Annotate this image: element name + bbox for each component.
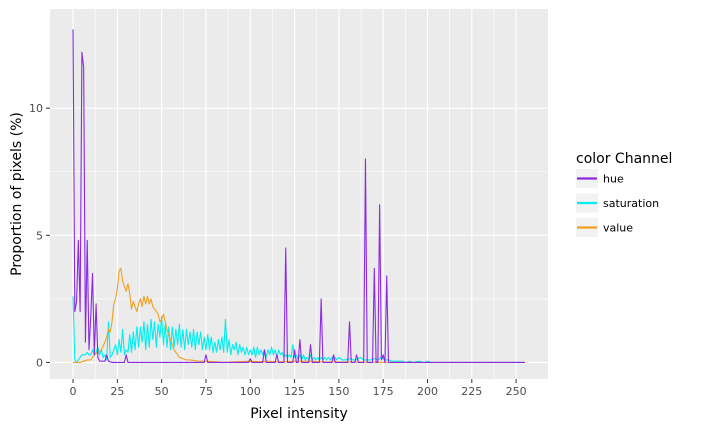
y-tick-label: 5 [36,229,43,242]
x-tick-label: 250 [506,385,527,398]
legend-label-hue: hue [603,173,624,186]
x-tick-label: 200 [417,385,438,398]
y-tick-label: 0 [36,356,43,369]
y-axis-ticks: 0 5 10 [29,102,50,369]
x-tick-label: 75 [199,385,213,398]
x-axis-ticks: 0 25 50 75 100 125 150 175 200 225 250 [70,379,527,398]
x-tick-label: 0 [70,385,77,398]
legend-title: color Channel [576,151,672,167]
legend-label-value: value [603,222,633,235]
x-tick-label: 225 [461,385,482,398]
x-tick-label: 175 [373,385,394,398]
series-lines [72,29,525,364]
x-tick-label: 25 [110,385,124,398]
legend-items: hue saturation value [576,169,659,237]
x-tick-label: 100 [240,385,261,398]
x-tick-label: 125 [284,385,305,398]
y-axis-label: Proportion of pixels (%) [9,112,25,276]
legend-label-saturation: saturation [603,197,659,210]
legend: color Channel hue saturation value [576,151,672,237]
x-tick-label: 150 [328,385,349,398]
series-line-hue [72,29,525,364]
minor-gridlines [50,9,548,379]
series-line-value [73,267,525,364]
x-tick-label: 50 [155,385,169,398]
plot-panel [50,9,548,379]
x-axis-label: Pixel intensity [250,406,348,422]
major-gridlines [50,9,548,379]
y-tick-label: 10 [29,102,43,115]
